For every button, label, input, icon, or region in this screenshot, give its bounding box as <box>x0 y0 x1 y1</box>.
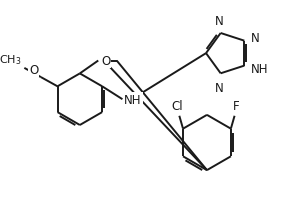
Text: O: O <box>29 64 38 77</box>
Text: N: N <box>251 32 259 45</box>
Text: NH: NH <box>124 93 142 106</box>
Text: F: F <box>233 100 240 113</box>
Text: Cl: Cl <box>172 100 183 113</box>
Text: N: N <box>215 14 223 27</box>
Text: O: O <box>101 55 110 68</box>
Text: NH: NH <box>251 63 268 75</box>
Text: N: N <box>215 81 223 94</box>
Text: CH$_3$: CH$_3$ <box>0 53 22 67</box>
